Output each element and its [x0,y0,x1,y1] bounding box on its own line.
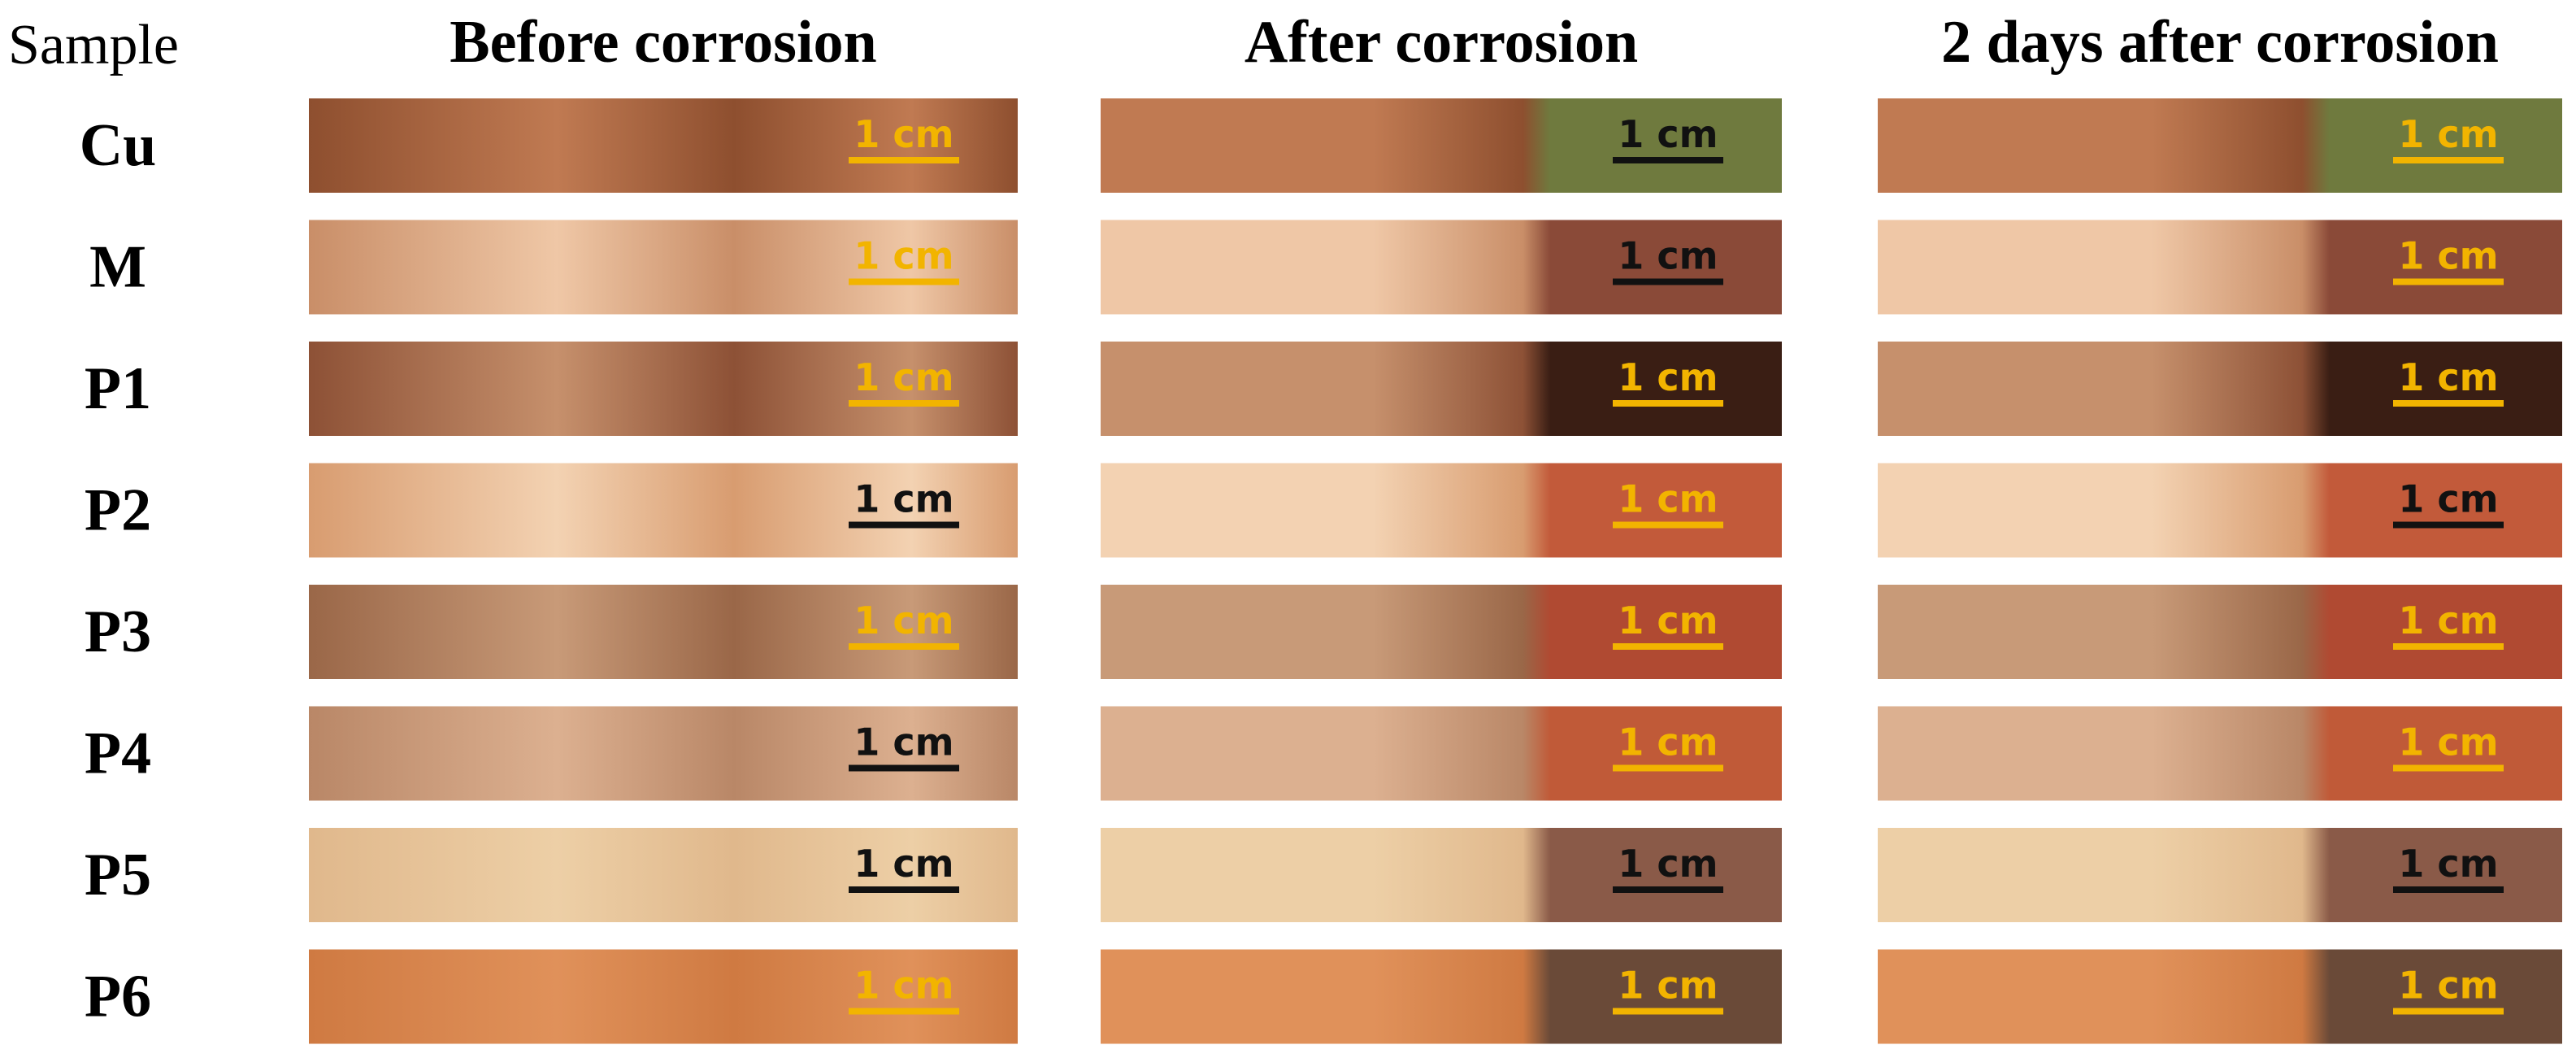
sample-photo [1101,585,1782,679]
scale-bar [1613,400,1723,407]
scale-label: 1 cm [2398,234,2498,278]
scale-label: 1 cm [1618,112,1718,156]
sample-photo [1101,98,1782,193]
scale-bar [1613,643,1723,650]
sample-label: P5 [85,842,151,908]
scale-bar [1613,521,1723,529]
sample-photo [309,463,1018,558]
scale-bar [1613,886,1723,893]
column-header: After corrosion [1245,9,1638,76]
sample-photo [1101,463,1782,558]
sample-photo [1101,828,1782,922]
scale-bar [2393,521,2504,529]
sample-photo [1878,706,2562,801]
sample-photo [309,342,1018,436]
sample-label: Cu [80,112,157,179]
sample-header: Sample [8,14,179,76]
scale-bar [1613,764,1723,772]
sample-label: P2 [85,477,151,544]
scale-bar [1613,157,1723,163]
scale-label: 1 cm [854,234,954,278]
sample-photo [1101,949,1782,1044]
scale-label: 1 cm [2398,721,2498,764]
scale-label: 1 cm [2398,842,2498,886]
scale-label: 1 cm [2398,355,2498,399]
sample-photo [1878,585,2562,679]
scale-bar [849,157,959,163]
sample-photo [1878,828,2562,922]
scale-bar [2393,400,2504,407]
sample-photo [1878,98,2562,193]
scale-label: 1 cm [2398,477,2498,521]
scale-bar [849,764,959,772]
sample-photo [1101,706,1782,801]
sample-photo [309,585,1018,679]
scale-bar [2393,643,2504,650]
scale-label: 1 cm [854,721,954,764]
scale-label: 1 cm [854,477,954,521]
scale-bar [849,400,959,407]
scale-bar [2393,764,2504,772]
sample-label: P6 [85,964,151,1030]
scale-label: 1 cm [1618,599,1718,642]
scale-label: 1 cm [854,112,954,156]
scale-bar [2393,157,2504,163]
scale-label: 1 cm [1618,355,1718,399]
sample-photo [1101,220,1782,315]
scale-label: 1 cm [854,599,954,642]
scale-bar [849,521,959,529]
scale-bar [849,278,959,285]
sample-label: P3 [85,599,151,665]
scale-label: 1 cm [2398,599,2498,642]
sample-photo [309,828,1018,922]
scale-label: 1 cm [2398,964,2498,1008]
sample-photo [309,949,1018,1044]
scale-label: 1 cm [854,355,954,399]
sample-photo [1878,463,2562,558]
sample-label: M [89,234,146,301]
scale-bar [2393,1008,2504,1015]
sample-label: P4 [85,721,151,787]
sample-photo [1878,949,2562,1044]
scale-label: 1 cm [854,842,954,886]
scale-label: 1 cm [854,964,954,1008]
sample-photo [1878,342,2562,436]
scale-bar [849,1008,959,1015]
scale-label: 1 cm [1618,234,1718,278]
scale-label: 1 cm [1618,842,1718,886]
sample-photo [309,220,1018,315]
scale-bar [1613,278,1723,285]
sample-label: P1 [85,355,151,422]
scale-label: 1 cm [2398,112,2498,156]
sample-photo [1878,220,2562,315]
scale-bar [1613,1008,1723,1015]
scale-label: 1 cm [1618,964,1718,1008]
scale-bar [849,643,959,650]
column-header: 2 days after corrosion [1941,9,2499,76]
column-header: Before corrosion [450,9,876,76]
scale-bar [849,886,959,893]
scale-label: 1 cm [1618,721,1718,764]
scale-bar [2393,886,2504,893]
scale-label: 1 cm [1618,477,1718,521]
sample-photo [309,706,1018,801]
sample-photo [309,98,1018,193]
sample-photo [1101,342,1782,436]
scale-bar [2393,278,2504,285]
